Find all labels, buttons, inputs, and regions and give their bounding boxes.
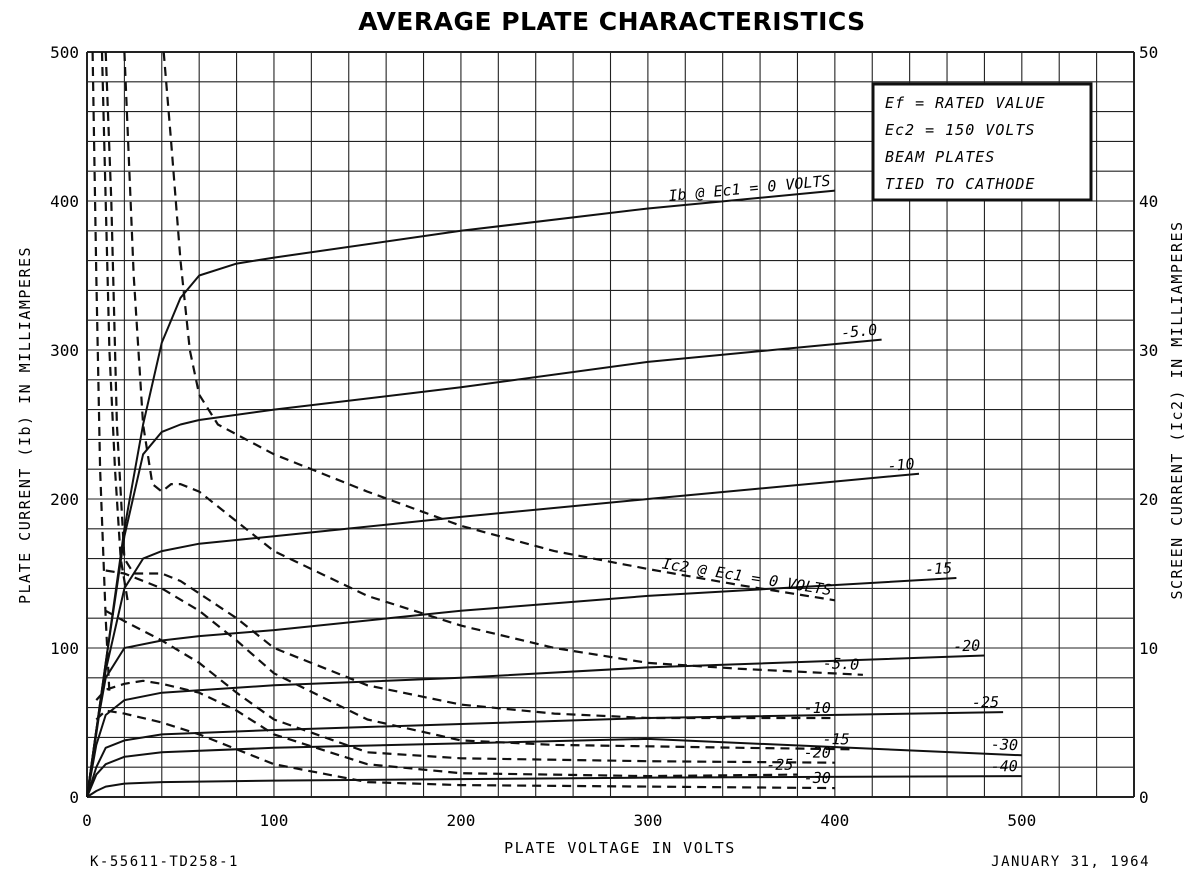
- x-axis-label: PLATE VOLTAGE IN VOLTS: [504, 839, 736, 857]
- conditions-box: Ef = RATED VALUE Ec2 = 150 VOLTS BEAM PL…: [871, 82, 1093, 202]
- x-tick-label: 0: [82, 811, 92, 830]
- y-tick-label: 300: [50, 341, 79, 360]
- y-tick-label: 400: [50, 192, 79, 211]
- grid: [86, 51, 1135, 798]
- screen-curve-label: -30: [804, 769, 831, 787]
- screen-curve-label: -5.0: [823, 654, 860, 674]
- screen-curve-label: -10: [804, 699, 831, 717]
- y-tick-label: 200: [50, 490, 79, 509]
- plate-curve-label: -10: [887, 455, 916, 475]
- screen-current-curves: [91, 51, 863, 790]
- condition-line-2: Ec2 = 150 VOLTS: [885, 121, 1035, 139]
- plate-curve: [86, 775, 1022, 798]
- condition-line-1: Ef = RATED VALUE: [885, 94, 1046, 112]
- screen-curve: [162, 51, 836, 602]
- plate-curve: [86, 338, 882, 798]
- y2-tick-label: 50: [1139, 43, 1158, 62]
- y-tick-label: 0: [69, 788, 79, 807]
- plate-curve: [86, 711, 1004, 798]
- screen-curve-label: -20: [804, 744, 831, 762]
- screen-curve: [95, 709, 835, 790]
- screen-curve: [100, 51, 130, 604]
- figure-date: JANUARY 31, 1964: [991, 854, 1150, 870]
- condition-line-3: BEAM PLATES: [885, 148, 995, 166]
- y2-tick-label: 30: [1139, 341, 1158, 360]
- x-tick-label: 100: [260, 811, 289, 830]
- y2-tick-label: 40: [1139, 192, 1158, 211]
- chart-title: AVERAGE PLATE CHARACTERISTICS: [358, 7, 865, 36]
- plate-curve: [86, 654, 985, 798]
- x-tick-label: 300: [633, 811, 662, 830]
- y2-tick-label: 0: [1139, 788, 1149, 807]
- plate-curve-label: -40: [991, 757, 1018, 775]
- screen-curve: [104, 51, 835, 720]
- screen-curve: [123, 51, 863, 676]
- y-tick-label: 500: [50, 43, 79, 62]
- plate-curve-label: -15: [925, 559, 953, 579]
- screen-curve-label: -25: [766, 756, 793, 774]
- plate-curve: [86, 577, 957, 798]
- x-tick-label: 200: [446, 811, 475, 830]
- x-tick-label: 500: [1007, 811, 1036, 830]
- y2-tick-label: 20: [1139, 490, 1158, 509]
- screen-curve: [105, 569, 854, 751]
- plate-curve-label: -25: [972, 693, 999, 711]
- condition-line-4: TIED TO CATHODE: [885, 175, 1035, 193]
- plate-curve: [86, 472, 920, 798]
- y-tick-label: 100: [50, 639, 79, 658]
- plate-curve-label: -20: [953, 636, 981, 655]
- figure-code: K-55611-TD258-1: [90, 854, 239, 870]
- axis-ticks: 0 100 200 300 400 500 0 100 200 300 400 500 0 10 20 30 4…: [50, 43, 1158, 830]
- screen-curve-label: -15: [822, 730, 849, 748]
- plate-curve-label: -30: [991, 735, 1019, 754]
- plate-curve-label: -5.0: [840, 321, 878, 342]
- plate-curve: [86, 737, 1022, 798]
- y2-axis-label: SCREEN CURRENT (Ic2) IN MILLIAMPERES: [1168, 220, 1186, 599]
- screen-curve: [105, 609, 835, 764]
- y2-tick-label: 10: [1139, 639, 1158, 658]
- screen-curve: [91, 51, 111, 693]
- y-axis-label: PLATE CURRENT (Ib) IN MILLIAMPERES: [16, 246, 34, 604]
- x-tick-label: 400: [820, 811, 849, 830]
- screen-curve: [95, 679, 798, 778]
